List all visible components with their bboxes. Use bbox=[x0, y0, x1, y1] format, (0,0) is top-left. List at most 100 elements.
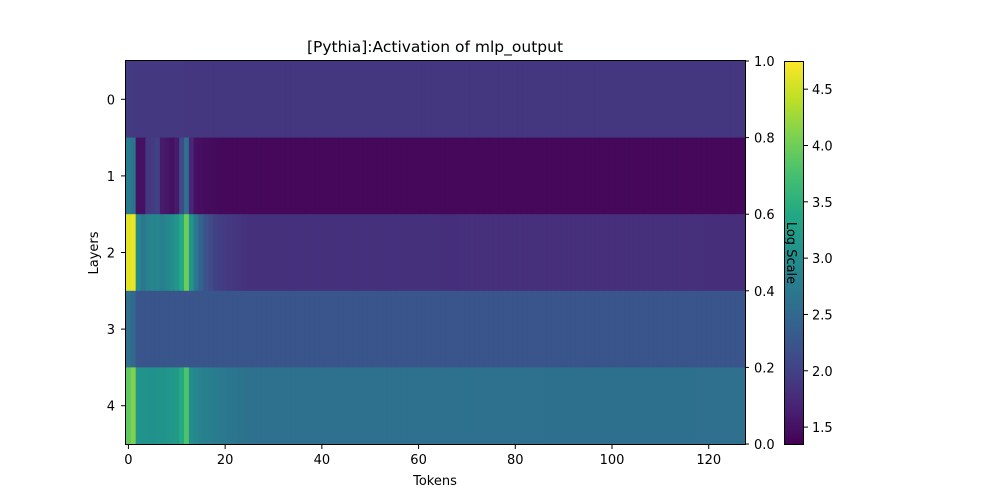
heatmap-cell bbox=[382, 290, 388, 368]
right-tick-label: 1.0 bbox=[754, 55, 775, 70]
heatmap-cell bbox=[208, 214, 214, 292]
heatmap-cell bbox=[145, 61, 151, 139]
heatmap-cell bbox=[155, 290, 161, 368]
heatmap-cell bbox=[711, 290, 717, 368]
heatmap-cell bbox=[580, 367, 587, 445]
heatmap-cell bbox=[362, 61, 369, 139]
heatmap-cell bbox=[633, 290, 640, 368]
heatmap-cell bbox=[232, 290, 238, 368]
heatmap-cell bbox=[628, 61, 635, 139]
heatmap-cell bbox=[672, 367, 678, 445]
heatmap-cell bbox=[396, 290, 403, 368]
heatmap-cell bbox=[537, 137, 543, 215]
heatmap-cell bbox=[566, 137, 572, 215]
heatmap-cell bbox=[362, 214, 369, 292]
heatmap-cell bbox=[193, 367, 200, 445]
heatmap-cell bbox=[401, 290, 408, 368]
heatmap-cell bbox=[246, 61, 253, 139]
heatmap-cell bbox=[372, 137, 379, 215]
heatmap-cell bbox=[140, 137, 146, 215]
heatmap-cell bbox=[445, 290, 451, 368]
heatmap-cell bbox=[575, 61, 582, 139]
heatmap-cell bbox=[657, 137, 664, 215]
heatmap-cell bbox=[285, 214, 292, 292]
heatmap-cell bbox=[329, 137, 335, 215]
heatmap-cell bbox=[614, 61, 620, 139]
heatmap-cell bbox=[440, 137, 446, 215]
heatmap-cell bbox=[604, 367, 611, 445]
heatmap-cell bbox=[657, 367, 664, 445]
heatmap-cell bbox=[474, 367, 480, 445]
heatmap-cell bbox=[329, 214, 335, 292]
heatmap-cell bbox=[735, 61, 741, 139]
heatmap-cell bbox=[595, 367, 601, 445]
heatmap-cell bbox=[406, 367, 412, 445]
heatmap-cell bbox=[203, 290, 209, 368]
heatmap-cell bbox=[653, 290, 659, 368]
heatmap-cell bbox=[275, 367, 282, 445]
heatmap-cell bbox=[469, 367, 475, 445]
heatmap-cell bbox=[169, 290, 175, 368]
y-tick-label: 0 bbox=[107, 93, 115, 108]
heatmap-cell bbox=[174, 290, 180, 368]
heatmap-cell bbox=[435, 61, 441, 139]
heatmap-cell bbox=[208, 367, 214, 445]
y-tick-label: 1 bbox=[107, 170, 115, 185]
heatmap-cell bbox=[126, 61, 132, 139]
heatmap-cell bbox=[198, 61, 204, 139]
heatmap-cell bbox=[720, 214, 727, 292]
heatmap-cell bbox=[624, 61, 630, 139]
heatmap-cell bbox=[508, 61, 514, 139]
heatmap-cell bbox=[696, 214, 703, 292]
heatmap-cell bbox=[309, 367, 316, 445]
heatmap-cell bbox=[532, 290, 538, 368]
chart-title: [Pythia]:Activation of mlp_output bbox=[307, 38, 563, 57]
heatmap-cell bbox=[474, 61, 480, 139]
heatmap-cell bbox=[691, 290, 698, 368]
heatmap-cell bbox=[280, 214, 287, 292]
heatmap-cell bbox=[677, 61, 683, 139]
heatmap-cell bbox=[387, 61, 393, 139]
heatmap-cell bbox=[237, 290, 243, 368]
heatmap-cell bbox=[333, 290, 340, 368]
heatmap-cell bbox=[256, 61, 263, 139]
heatmap-cell bbox=[246, 290, 253, 368]
heatmap-cell bbox=[300, 214, 306, 292]
heatmap-cell bbox=[493, 290, 499, 368]
heatmap-cell bbox=[445, 214, 451, 292]
heatmap-cell bbox=[454, 137, 461, 215]
heatmap-cell bbox=[643, 214, 649, 292]
heatmap-cell bbox=[222, 137, 229, 215]
x-tick-label: 60 bbox=[410, 453, 427, 468]
heatmap-cell bbox=[711, 367, 717, 445]
heatmap-cell bbox=[730, 61, 736, 139]
heatmap-cell bbox=[164, 367, 171, 445]
heatmap-cell bbox=[242, 290, 248, 368]
heatmap-cell bbox=[561, 137, 567, 215]
heatmap-cell bbox=[725, 137, 732, 215]
heatmap-cell bbox=[711, 214, 717, 292]
heatmap-cell bbox=[242, 367, 248, 445]
heatmap-cell bbox=[546, 61, 553, 139]
heatmap-cell bbox=[319, 61, 325, 139]
heatmap-cell bbox=[227, 367, 233, 445]
heatmap-cell bbox=[445, 137, 451, 215]
heatmap-cell bbox=[285, 137, 292, 215]
x-tick-label: 120 bbox=[696, 453, 721, 468]
heatmap-cell bbox=[546, 137, 553, 215]
heatmap-cell bbox=[130, 61, 137, 139]
heatmap-cell bbox=[314, 137, 321, 215]
heatmap-cell bbox=[416, 61, 422, 139]
heatmap-cell bbox=[333, 61, 340, 139]
x-tick-label: 40 bbox=[314, 453, 331, 468]
heatmap-cell bbox=[246, 367, 253, 445]
heatmap-cell bbox=[599, 367, 606, 445]
heatmap-cell bbox=[483, 214, 490, 292]
heatmap-cell bbox=[527, 61, 533, 139]
heatmap-cell bbox=[382, 137, 388, 215]
heatmap-cell bbox=[672, 290, 678, 368]
heatmap-cell bbox=[140, 61, 146, 139]
heatmap-cell bbox=[503, 137, 509, 215]
heatmap-cell bbox=[193, 214, 200, 292]
heatmap-cell bbox=[169, 214, 175, 292]
